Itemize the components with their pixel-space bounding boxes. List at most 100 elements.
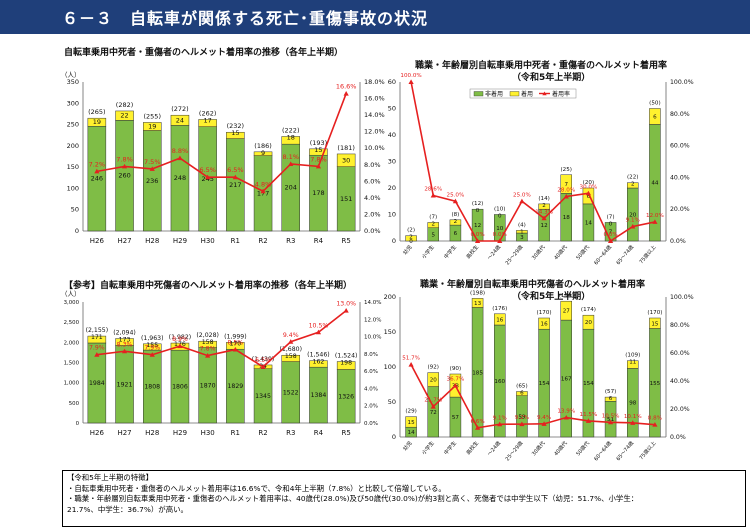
c1-category-label: H29 <box>173 237 187 245</box>
c4-rate-line <box>410 364 655 429</box>
chart1-title: 自転車乗用中死者・重傷者のヘルメット着用率の推移（各年上半期） <box>64 48 344 58</box>
c3-bar-wearing <box>143 343 162 351</box>
c3-total-label: (2,028) <box>196 332 219 339</box>
c4-bar-wearing <box>471 298 484 308</box>
c4-rate-marker <box>541 421 547 426</box>
c3-category-label: R1 <box>231 429 240 437</box>
c1-y-tick-label: 250 <box>67 121 79 129</box>
c3-rate-label: 9.4% <box>283 332 299 339</box>
c1-rate-label: 7.8% <box>310 155 327 163</box>
c1-rate-line <box>96 93 347 193</box>
c2-category-label: 中学生 <box>442 243 458 260</box>
c4-total-label: (176) <box>492 306 507 312</box>
notes-line-1: ・自転車乗用中死者・重傷者のヘルメット着用率は16.6%で、令和4年上半期（7.… <box>67 483 446 493</box>
charts-canvas: 0501001502002503003500.0%2.0%4.0%6.0%8.0… <box>61 71 694 462</box>
c3-non-wearing-label: 1808 <box>144 384 160 391</box>
c3-rate-label: 7.9% <box>89 345 105 352</box>
c1-category-label: H26 <box>90 237 105 245</box>
c3-y2-tick-label: 4.0% <box>364 386 378 392</box>
c2-total-label: (8) <box>451 212 459 218</box>
c4-total-label: (92) <box>428 365 439 371</box>
c3-total-label: (1,999) <box>224 333 247 340</box>
c1-rate-marker <box>177 155 183 161</box>
c2-y-tick-label: 60 <box>388 78 396 86</box>
c2-rate-marker <box>630 223 636 229</box>
c2-non-wearing-label: 44 <box>651 181 659 187</box>
c4-rate-label: 51.7% <box>402 356 420 362</box>
c3-wearing-label: 171 <box>91 334 103 341</box>
c4-non-wearing-label: 154 <box>583 381 594 387</box>
c1-y-tick-label: 50 <box>71 206 79 214</box>
c4-category-label: 25～29歳 <box>503 439 524 462</box>
c3-category-label: H28 <box>145 429 159 437</box>
c1-total-label: (265) <box>88 108 105 116</box>
c2-bar-wearing <box>627 182 639 189</box>
chart2-subtitle: （令和5年上半期） <box>512 73 591 83</box>
c1-non-wearing-label: 248 <box>174 174 186 182</box>
c4-y-tick-label: 100 <box>384 363 396 371</box>
c2-bar-wearing <box>560 174 572 194</box>
c2-wearing-label: 2 <box>454 219 458 225</box>
c2-category-label: 65～74歳 <box>614 243 635 266</box>
c3-total-label: (1,680) <box>279 346 302 353</box>
c3-bar-wearing <box>87 335 107 344</box>
c3-rate-marker <box>343 308 349 313</box>
c1-category-label: R1 <box>231 237 240 245</box>
c1-total-label: (232) <box>227 122 244 130</box>
c2-y2-tick-label: 60.0% <box>670 143 690 150</box>
c2-rate-marker <box>541 215 547 221</box>
c2-legend-wearing: 着用 <box>521 90 533 98</box>
page-title: ６－３ 自転車が関係する死亡･重傷事故の状況 <box>62 9 429 28</box>
c2-rate-label: 28.6% <box>424 187 442 193</box>
c2-wearing-label: 7 <box>564 182 568 188</box>
c4-rate-label: 36.7% <box>447 377 465 383</box>
c2-category-label: 50歳代 <box>574 243 592 262</box>
c4-non-wearing-label: 14 <box>408 430 416 436</box>
c1-category-label: R4 <box>314 237 324 245</box>
c4-category-label: 40歳代 <box>552 439 570 458</box>
c4-total-label: (65) <box>516 384 527 390</box>
c2-total-label: (25) <box>561 167 572 173</box>
c1-non-wearing-label: 217 <box>229 181 241 189</box>
c3-total-label: (1,546) <box>307 352 330 359</box>
c2-rate-label: 100.0% <box>400 73 421 79</box>
c2-rate-marker <box>408 79 414 84</box>
c2-wearing-label: 0 <box>476 208 480 214</box>
c3-y-tick-label: 2,500 <box>64 320 80 326</box>
c3-non-wearing-label: 1829 <box>227 383 243 390</box>
c2-rate-label: 0.0% <box>603 232 617 238</box>
header-bar: ６－３ 自転車が関係する死亡･重傷事故の状況 <box>0 0 750 34</box>
c1-y2-tick-label: 14.0% <box>364 111 385 119</box>
c4-bar-wearing <box>427 372 439 387</box>
c2-rate-marker <box>585 190 592 196</box>
c4-rate-marker <box>474 425 481 430</box>
c1-category-label: H30 <box>201 237 215 245</box>
c4-category-label: 小学生 <box>420 439 436 456</box>
c2-rate-marker <box>430 192 436 198</box>
c4-bar-wearing <box>560 300 572 321</box>
c3-category-label: R3 <box>286 429 295 437</box>
c1-bar-wearing <box>143 122 162 131</box>
c1-bar-wearing <box>198 119 217 127</box>
c3-total-label: (1,982) <box>169 334 192 341</box>
c1-y-tick-label: 350 <box>67 78 79 86</box>
c2-category-label: 75歳以上 <box>637 243 657 265</box>
c1-y-tick-label: 0 <box>75 227 79 235</box>
c4-wearing-label: 6 <box>520 391 524 397</box>
c1-category-label: R3 <box>286 237 295 245</box>
c1-non-wearing-label: 246 <box>91 175 103 183</box>
c2-rate-marker <box>607 238 614 243</box>
c2-y2-tick-label: 40.0% <box>670 174 690 181</box>
c1-wearing-label: 22 <box>120 112 128 120</box>
c3-wearing-label: 158 <box>202 339 214 346</box>
c1-rate-marker <box>149 166 155 171</box>
c4-rate-marker <box>563 414 569 420</box>
c1-y-tick-label: 300 <box>67 99 79 107</box>
c1-wearing-label: 15 <box>314 146 322 154</box>
c2-legend-box <box>469 88 577 99</box>
notes-box: 【令和5年上半期の特徴】 ・自転車乗用中死者・重傷者のヘルメット着用率は16.6… <box>62 470 746 527</box>
c2-non-wearing-label: 14 <box>585 220 593 226</box>
c4-non-wearing-label: 59 <box>518 414 526 420</box>
c2-total-label: (7) <box>429 214 437 220</box>
c2-total-label: (7) <box>607 214 615 220</box>
